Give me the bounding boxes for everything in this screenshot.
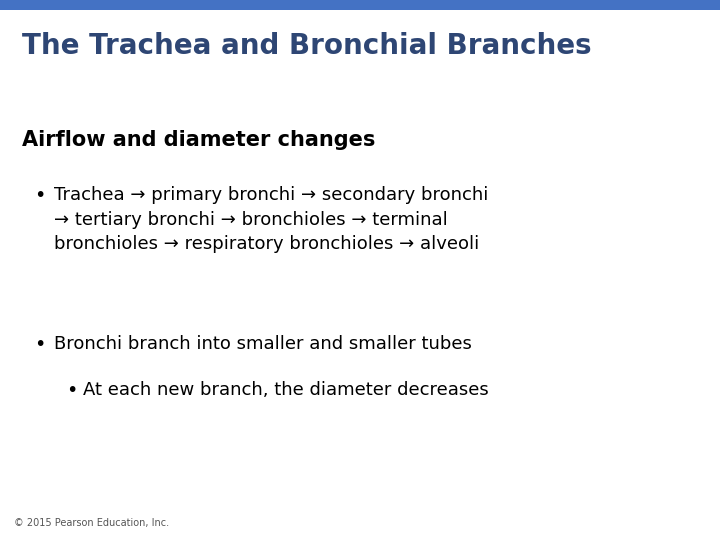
Text: Airflow and diameter changes: Airflow and diameter changes — [22, 130, 375, 150]
Text: Bronchi branch into smaller and smaller tubes: Bronchi branch into smaller and smaller … — [54, 335, 472, 353]
Text: The Trachea and Bronchial Branches: The Trachea and Bronchial Branches — [22, 32, 591, 60]
FancyBboxPatch shape — [0, 0, 720, 10]
Text: Trachea → primary bronchi → secondary bronchi
→ tertiary bronchi → bronchioles →: Trachea → primary bronchi → secondary br… — [54, 186, 488, 253]
Text: © 2015 Pearson Education, Inc.: © 2015 Pearson Education, Inc. — [14, 518, 169, 528]
Text: •: • — [34, 186, 45, 205]
Text: •: • — [34, 335, 45, 354]
Text: •: • — [66, 381, 78, 400]
Text: At each new branch, the diameter decreases: At each new branch, the diameter decreas… — [83, 381, 489, 399]
